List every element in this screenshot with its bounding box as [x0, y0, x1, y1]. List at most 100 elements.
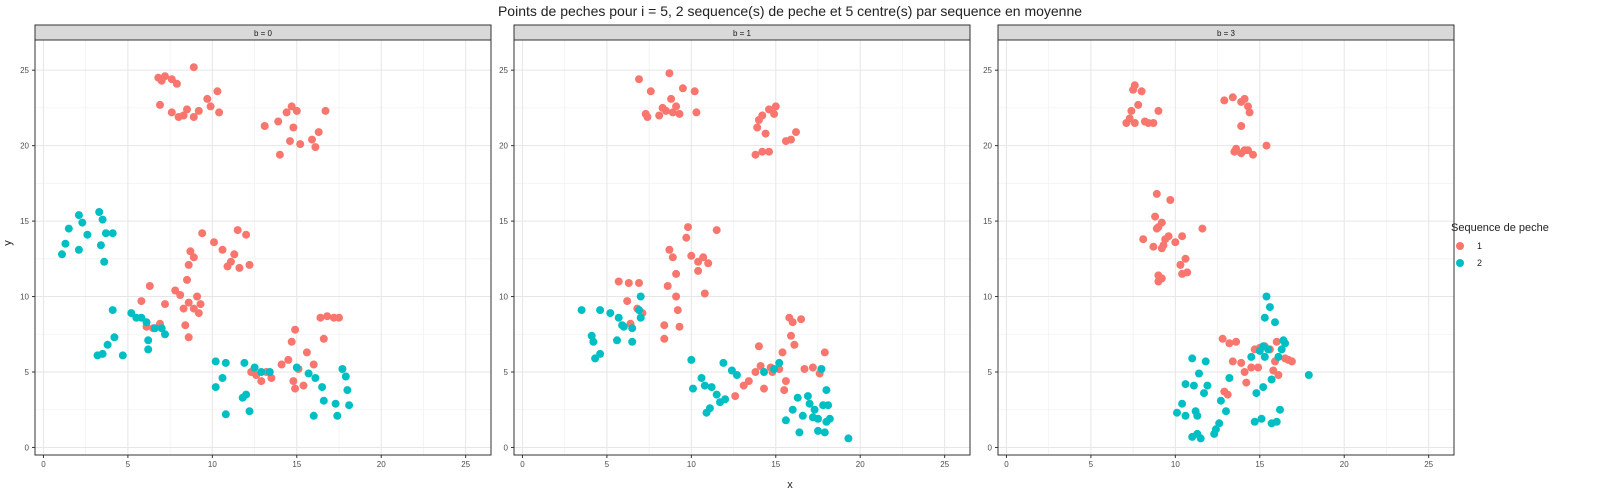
data-point — [675, 109, 684, 118]
y-tick-label: 25 — [20, 66, 29, 75]
x-tick-label: 10 — [1171, 460, 1180, 469]
data-point — [699, 253, 708, 262]
data-point — [1151, 212, 1160, 221]
data-point — [712, 390, 721, 399]
data-point — [624, 279, 633, 287]
data-point — [284, 355, 293, 364]
facet-panels: b = 0 0 5 10 15 20 25 0 5 10 15 20 25 b = 1 0 5 10 15 20 25… — [20, 24, 1455, 469]
data-point — [83, 230, 92, 239]
data-point — [765, 147, 773, 156]
data-point — [1254, 363, 1263, 372]
data-point — [189, 113, 198, 121]
data-point — [754, 342, 763, 351]
data-point — [142, 318, 151, 327]
data-point — [1130, 81, 1139, 90]
data-point — [156, 100, 164, 109]
data-point — [144, 336, 153, 345]
data-point — [316, 313, 325, 322]
data-point — [744, 377, 753, 386]
data-point — [1265, 303, 1274, 312]
data-point — [1178, 399, 1187, 408]
data-point — [1272, 417, 1281, 426]
data-point — [1240, 368, 1249, 376]
data-point — [787, 135, 795, 144]
chart-title: Points de peches pour i = 5, 2 sequence(… — [498, 3, 1082, 19]
data-point — [1274, 352, 1283, 361]
data-point — [780, 386, 789, 395]
data-point — [145, 282, 154, 290]
data-point — [211, 357, 220, 366]
data-point — [1211, 425, 1220, 434]
data-point — [814, 414, 822, 423]
data-point — [844, 434, 853, 443]
data-point — [770, 109, 779, 118]
data-point — [646, 87, 655, 96]
y-tick-label: 15 — [499, 217, 508, 226]
data-point — [1260, 352, 1269, 361]
data-point — [221, 410, 230, 419]
data-point — [628, 337, 637, 346]
legend-title: Sequence de peche — [1451, 222, 1549, 234]
data-point — [721, 395, 730, 404]
data-point — [331, 399, 340, 408]
data-point — [161, 72, 169, 81]
data-point — [1259, 342, 1268, 351]
y-tick-label: 15 — [983, 217, 992, 226]
data-point — [100, 257, 109, 266]
data-point — [1178, 269, 1187, 278]
x-axis-label: x — [787, 479, 793, 491]
data-point — [242, 230, 251, 239]
data-point — [203, 94, 212, 103]
data-point — [341, 372, 350, 381]
data-point — [635, 279, 643, 287]
data-point — [1159, 241, 1168, 250]
plot-background — [35, 40, 491, 455]
data-point — [108, 229, 117, 238]
data-point — [1216, 396, 1225, 405]
x-tick-label: 5 — [1089, 460, 1094, 469]
data-point — [1181, 254, 1190, 263]
data-point — [1257, 414, 1266, 423]
y-tick-label: 10 — [983, 293, 992, 302]
data-point — [338, 365, 347, 373]
data-point — [1134, 100, 1143, 109]
data-point — [822, 386, 831, 395]
data-point — [194, 106, 203, 115]
data-point — [1228, 93, 1237, 102]
data-point — [206, 102, 215, 111]
data-point — [150, 324, 159, 333]
data-point — [176, 291, 185, 299]
y-tick-label: 20 — [20, 142, 29, 151]
data-point — [692, 108, 701, 117]
data-point — [753, 123, 762, 132]
data-point — [787, 331, 795, 340]
data-point — [108, 306, 117, 315]
data-point — [1181, 380, 1190, 389]
y-tick-label: 10 — [499, 293, 508, 302]
data-point — [1127, 106, 1136, 115]
data-point — [1271, 318, 1279, 327]
y-axis-label: y — [2, 240, 14, 246]
data-point — [678, 84, 687, 93]
data-point — [1304, 371, 1313, 379]
legend-label: 1 — [1477, 241, 1482, 251]
data-point — [803, 392, 812, 401]
data-point — [1247, 363, 1256, 372]
data-point — [335, 313, 343, 322]
data-point — [277, 360, 286, 369]
data-point — [245, 407, 254, 416]
data-point — [655, 111, 664, 120]
data-point — [287, 337, 296, 346]
data-point — [118, 351, 127, 360]
data-point — [1272, 337, 1281, 346]
data-point — [700, 381, 709, 390]
data-point — [250, 363, 259, 372]
data-point — [265, 368, 274, 376]
data-point — [183, 105, 191, 114]
data-point — [704, 259, 713, 268]
x-tick-label: 25 — [940, 460, 949, 469]
data-point — [672, 292, 681, 301]
data-point — [1166, 196, 1175, 204]
data-point — [798, 411, 807, 420]
